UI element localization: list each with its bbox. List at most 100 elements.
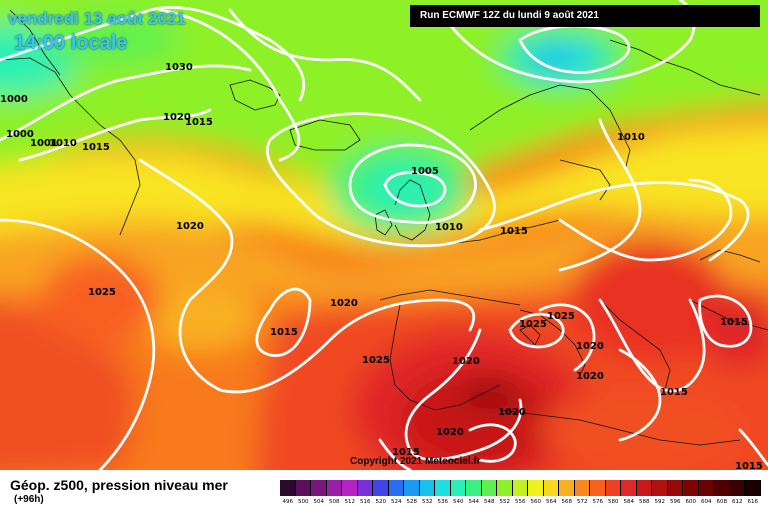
scale-tick-label: 532 <box>422 499 433 505</box>
isobar-label: 1020 <box>498 407 526 418</box>
forecast-date: vendredi 13 août 2021 <box>8 9 186 28</box>
color-swatch <box>357 480 373 496</box>
isobar-label: 1020 <box>330 298 358 309</box>
isobar-label: 1005 <box>411 166 439 177</box>
isobar-label: 1020 <box>436 427 464 438</box>
scale-tick-label: 568 <box>561 499 573 505</box>
isobar-label: 1010 <box>617 132 645 143</box>
legend-subtitle: (+96h) <box>14 494 44 505</box>
scale-tick-label: 608 <box>716 499 728 505</box>
color-swatch <box>326 480 342 496</box>
color-swatch <box>497 480 513 496</box>
color-swatch <box>373 480 389 496</box>
color-swatch <box>466 480 482 496</box>
color-swatch <box>605 480 621 496</box>
scale-tick-label: 524 <box>391 499 402 505</box>
isobar-label: 1015 <box>82 142 110 153</box>
color-swatch <box>559 480 575 496</box>
color-swatch <box>311 480 327 496</box>
scale-tick-label: 576 <box>592 499 604 505</box>
scale-tick-label: 604 <box>701 499 712 505</box>
color-swatch <box>419 480 435 496</box>
scale-tick-label: 528 <box>406 499 418 505</box>
scale-tick-label: 600 <box>685 499 697 505</box>
color-swatch <box>698 480 714 496</box>
scale-tick-label: 516 <box>360 499 371 505</box>
scale-tick-label: 500 <box>298 499 309 505</box>
geopotential-field <box>0 0 768 470</box>
color-swatch <box>621 480 637 496</box>
color-swatch <box>512 480 528 496</box>
scale-tick-label: 580 <box>608 499 619 505</box>
isobar-label: 1015 <box>735 461 763 471</box>
color-swatch <box>590 480 606 496</box>
color-swatch <box>435 480 451 496</box>
scale-tick-label: 548 <box>484 499 495 505</box>
isobar-label: 1025 <box>88 287 116 298</box>
scale-tick-label: 520 <box>375 499 387 505</box>
scale-tick-label: 544 <box>468 499 480 505</box>
weather-map: 1030 1020 1015 1000 1000 1001 1010 1015 … <box>0 0 768 470</box>
isobar-label: 1015 <box>185 117 213 128</box>
isobar-label: 1010 <box>49 138 77 149</box>
scale-tick-label: 584 <box>623 499 635 505</box>
color-swatch <box>745 480 761 496</box>
isobars <box>0 0 768 470</box>
scale-tick-label: 564 <box>546 499 557 505</box>
color-swatch <box>404 480 420 496</box>
isobar-label: 1020 <box>452 356 480 367</box>
scale-tick-label: 508 <box>329 499 340 505</box>
scale-tick-label: 512 <box>344 499 356 505</box>
color-swatch <box>342 480 358 496</box>
color-swatch <box>450 480 466 496</box>
color-swatch <box>652 480 668 496</box>
legend-title: Géop. z500, pression niveau mer <box>10 477 228 493</box>
scale-tick-label: 612 <box>732 499 743 505</box>
model-run-banner: Run ECMWF 12Z du lundi 9 août 2021 <box>410 5 760 27</box>
color-swatch <box>574 480 590 496</box>
isobar-label: 1000 <box>0 94 28 105</box>
isobar-label: 1020 <box>163 112 191 123</box>
color-swatch <box>683 480 699 496</box>
isobar-label: 1015 <box>500 226 528 237</box>
forecast-time: 14:00 locale <box>14 32 128 54</box>
isobar-label: 1020 <box>576 341 604 352</box>
color-swatch <box>636 480 652 496</box>
scale-tick-label: 556 <box>515 499 526 505</box>
color-swatch <box>280 480 296 496</box>
scale-tick-label: 588 <box>639 499 650 505</box>
isobar-label: 1010 <box>435 222 463 233</box>
isobar-label: 1025 <box>362 355 390 366</box>
color-swatch <box>714 480 730 496</box>
scale-tick-label: 536 <box>437 499 449 505</box>
scale-tick-label: 504 <box>313 499 325 505</box>
color-swatch <box>543 480 559 496</box>
scale-tick-label: 560 <box>530 499 542 505</box>
color-scale-ticks: 496 500 504 508 512 516 520 524 528 532 536 540 544 5… <box>280 498 761 506</box>
color-scale <box>280 480 761 496</box>
color-swatch <box>667 480 683 496</box>
isobar-label: 1030 <box>165 62 193 73</box>
color-swatch <box>388 480 404 496</box>
scale-tick-label: 596 <box>670 499 681 505</box>
color-swatch <box>481 480 497 496</box>
isobar-label: 1015 <box>660 387 688 398</box>
scale-tick-label: 592 <box>654 499 666 505</box>
color-swatch <box>528 480 544 496</box>
isobar-label: 1020 <box>176 221 204 232</box>
scale-tick-label: 552 <box>499 499 511 505</box>
scale-tick-label: 616 <box>747 499 759 505</box>
color-swatch <box>729 480 745 496</box>
isobar-label: 1001 <box>30 138 58 149</box>
isobar-label: 1015 <box>720 317 748 328</box>
scale-tick-label: 496 <box>282 499 294 505</box>
legend-footer: Géop. z500, pression niveau mer (+96h) 4… <box>0 470 768 512</box>
isobar-label: 1025 <box>547 311 575 322</box>
isobar-label: 1015 <box>392 447 420 458</box>
scale-tick-label: 540 <box>453 499 464 505</box>
isobar-label: 1015 <box>270 327 298 338</box>
isobar-label: 1000 <box>6 129 34 140</box>
scale-tick-label: 572 <box>577 499 588 505</box>
isobar-label: 1025 <box>519 319 547 330</box>
isobar-label: 1020 <box>576 371 604 382</box>
